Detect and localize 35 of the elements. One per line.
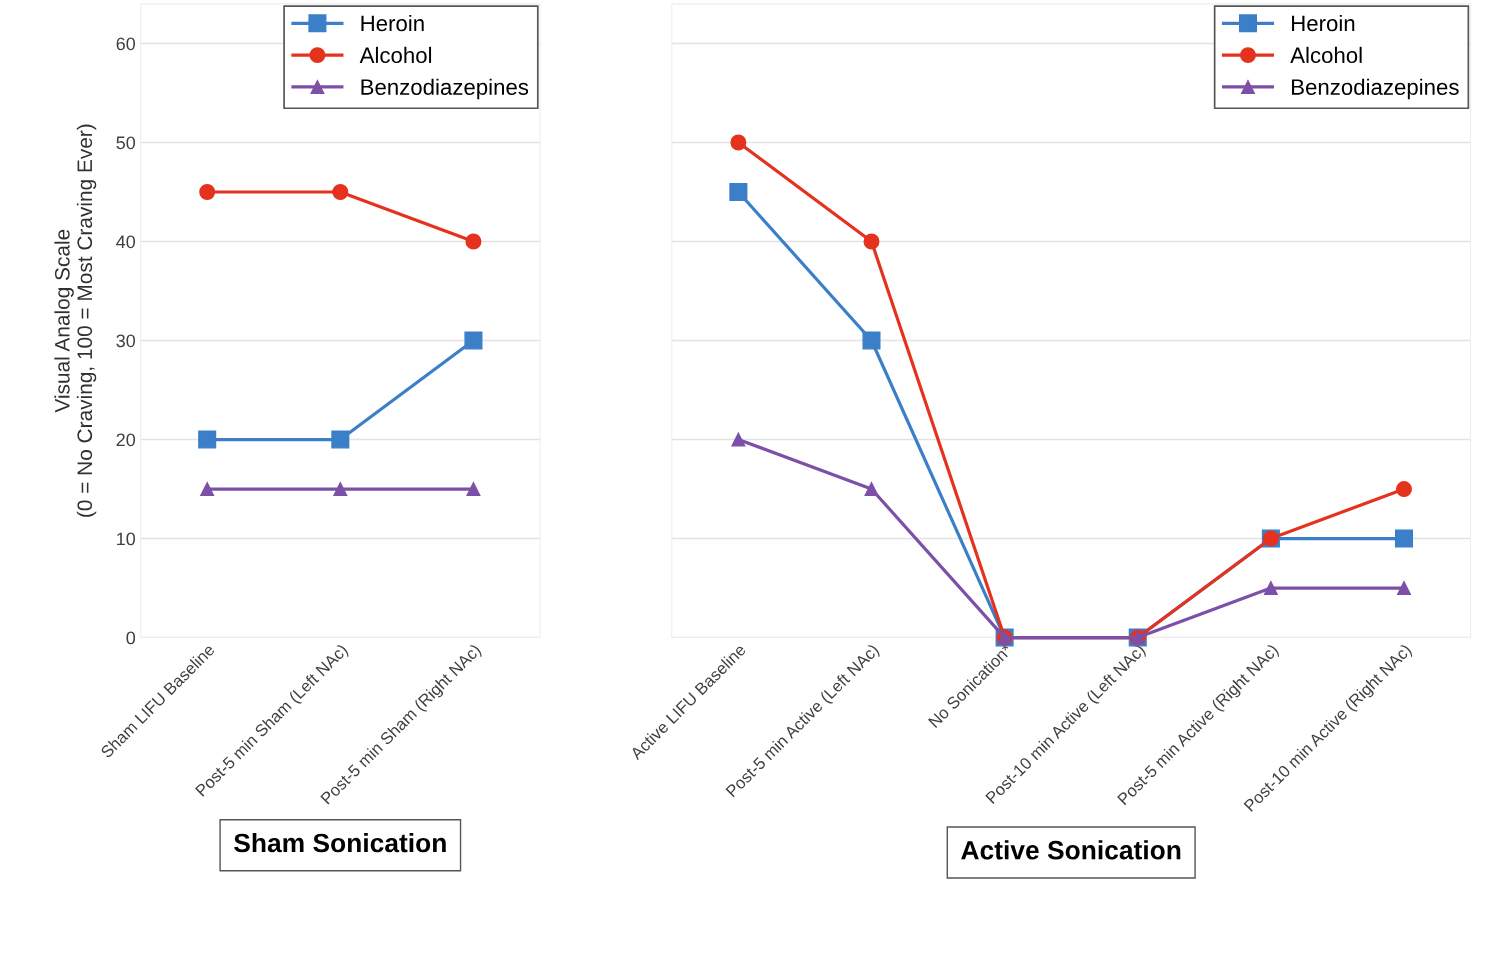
point (1396, 481, 1412, 498)
point (731, 432, 746, 447)
point (465, 233, 482, 250)
point (864, 482, 879, 496)
point (729, 182, 748, 202)
y-tick-label: 30 (116, 334, 136, 348)
point (1263, 581, 1278, 595)
point (199, 184, 216, 200)
point (1394, 529, 1414, 548)
y-tick-label: 0 (126, 631, 136, 645)
point (331, 430, 350, 449)
legend-label: Heroin (1292, 14, 1355, 32)
point (466, 482, 481, 496)
legend-label: Alcohol (1290, 46, 1362, 64)
y-tick-label: 40 (116, 235, 136, 249)
point (464, 331, 483, 350)
point (863, 233, 880, 250)
y-tick-label: 20 (116, 433, 136, 447)
point (730, 134, 747, 151)
y-axis-title: Visual Analog Scale (0 = No Craving, 100 = Most Craving Ever) (54, 124, 97, 517)
point (333, 482, 348, 496)
legend-label: Heroin (361, 14, 424, 32)
point (198, 430, 217, 449)
point (1397, 581, 1411, 595)
legend-label: Alcohol (359, 46, 432, 64)
legend-label: Benzodiazepines (1292, 78, 1459, 100)
y-tick-label: 60 (116, 37, 136, 51)
x-axis-title: Active Sonication (961, 840, 1181, 860)
y-tick-label: 10 (117, 532, 136, 546)
x-axis-title: Sham Sonication (234, 832, 446, 853)
legend-label: Benzodiazepines (361, 78, 529, 100)
point (332, 184, 349, 200)
point (200, 482, 215, 496)
point (862, 331, 881, 350)
y-tick-label: 50 (116, 136, 136, 150)
